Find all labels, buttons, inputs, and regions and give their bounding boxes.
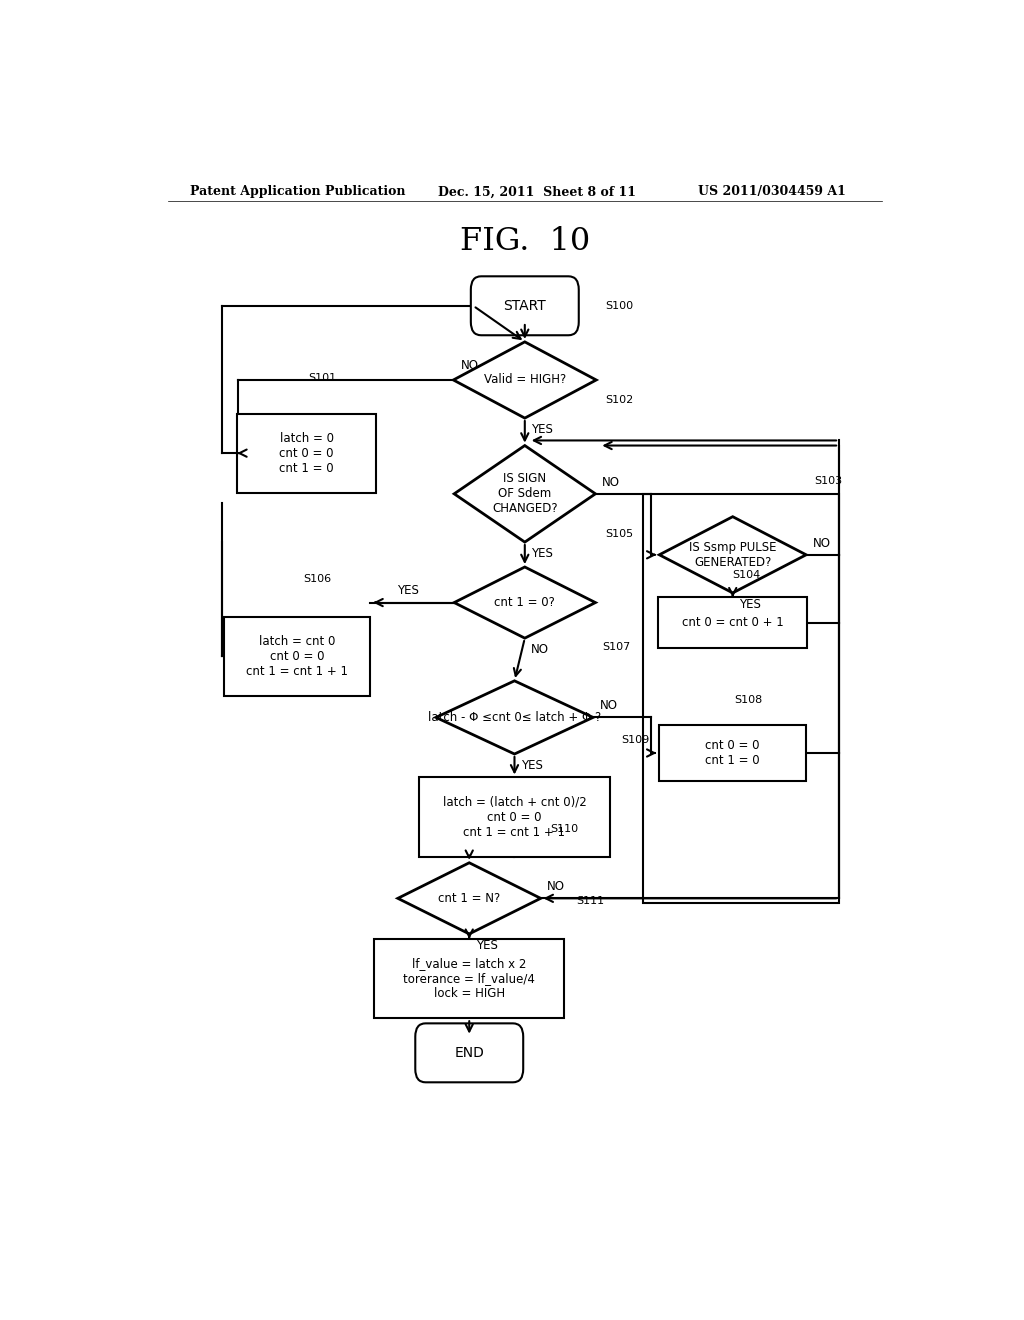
Text: NO: NO [599,700,617,713]
Text: NO: NO [602,475,620,488]
Text: FIG.  10: FIG. 10 [460,226,590,257]
Text: YES: YES [521,759,543,772]
Text: START: START [504,298,546,313]
Polygon shape [455,568,595,638]
Text: S101: S101 [308,372,337,383]
FancyBboxPatch shape [658,598,807,648]
Text: S103: S103 [814,477,842,486]
Text: Patent Application Publication: Patent Application Publication [189,185,406,198]
Polygon shape [454,342,596,418]
Text: S102: S102 [605,395,633,405]
FancyBboxPatch shape [223,616,371,696]
FancyBboxPatch shape [659,725,806,781]
Text: S104: S104 [732,570,760,579]
Text: latch = 0
cnt 0 = 0
cnt 1 = 0: latch = 0 cnt 0 = 0 cnt 1 = 0 [280,432,334,475]
Text: latch = (latch + cnt 0)/2
cnt 0 = 0
cnt 1 = cnt 1 + 1: latch = (latch + cnt 0)/2 cnt 0 = 0 cnt … [442,796,587,838]
Text: NO: NO [812,537,830,549]
Polygon shape [659,516,806,593]
Polygon shape [436,681,593,754]
Bar [643,494,839,903]
FancyBboxPatch shape [416,1023,523,1082]
Text: Dec. 15, 2011  Sheet 8 of 11: Dec. 15, 2011 Sheet 8 of 11 [437,185,636,198]
Text: IS Ssmp PULSE
GENERATED?: IS Ssmp PULSE GENERATED? [689,541,776,569]
Text: NO: NO [462,359,479,372]
Text: cnt 1 = 0?: cnt 1 = 0? [495,597,555,609]
Text: S106: S106 [303,574,331,585]
FancyBboxPatch shape [374,939,564,1018]
Polygon shape [455,446,595,543]
Text: YES: YES [475,939,498,952]
Text: US 2011/0304459 A1: US 2011/0304459 A1 [697,185,846,198]
Text: cnt 1 = N?: cnt 1 = N? [438,892,501,904]
FancyBboxPatch shape [238,413,376,492]
Text: END: END [455,1045,484,1060]
Text: S108: S108 [734,694,763,705]
Text: YES: YES [396,585,419,598]
Text: S110: S110 [550,824,579,834]
Text: S111: S111 [577,896,604,907]
Text: S107: S107 [602,643,631,652]
Text: NO: NO [531,643,549,656]
FancyBboxPatch shape [471,276,579,335]
Text: cnt 0 = cnt 0 + 1: cnt 0 = cnt 0 + 1 [682,616,783,630]
FancyBboxPatch shape [419,777,609,857]
Text: YES: YES [739,598,761,611]
Text: S105: S105 [605,529,633,540]
Text: S100: S100 [606,301,634,312]
Text: latch - Φ ≤cnt 0≤ latch + Φ ?: latch - Φ ≤cnt 0≤ latch + Φ ? [428,711,601,723]
Text: YES: YES [531,424,553,436]
Text: cnt 0 = 0
cnt 1 = 0: cnt 0 = 0 cnt 1 = 0 [706,739,760,767]
Text: lf_value = latch x 2
torerance = lf_value/4
lock = HIGH: lf_value = latch x 2 torerance = lf_valu… [403,957,536,1001]
Text: latch = cnt 0
cnt 0 = 0
cnt 1 = cnt 1 + 1: latch = cnt 0 cnt 0 = 0 cnt 1 = cnt 1 + … [246,635,348,678]
Text: YES: YES [531,548,553,560]
Text: S109: S109 [622,735,650,744]
Text: NO: NO [547,880,565,894]
Text: Valid = HIGH?: Valid = HIGH? [483,374,566,387]
Text: IS SIGN
OF Sdem
CHANGED?: IS SIGN OF Sdem CHANGED? [492,473,558,515]
Polygon shape [397,863,541,935]
